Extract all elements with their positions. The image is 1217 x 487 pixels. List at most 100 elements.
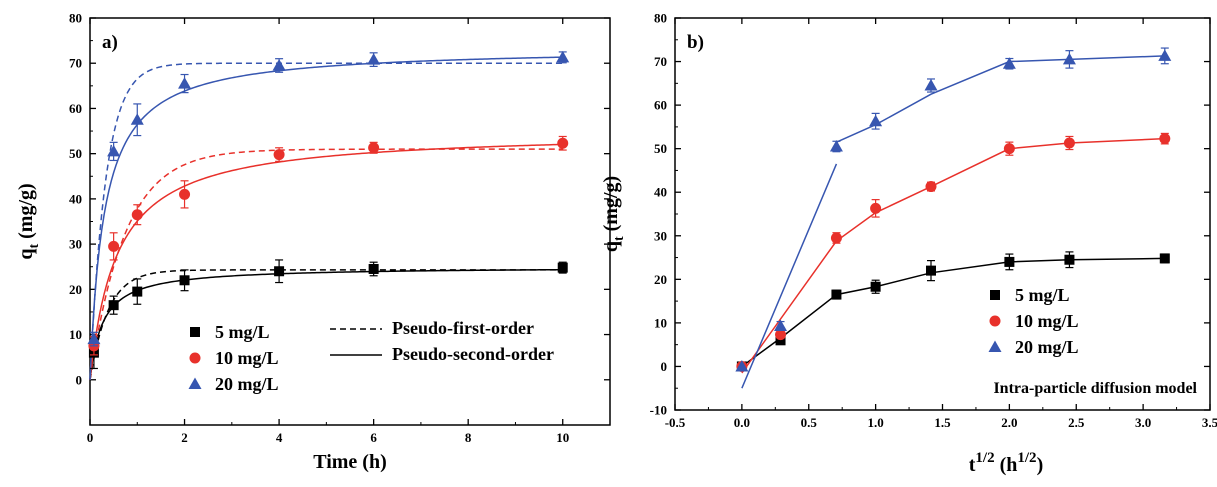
data-point [130,113,144,125]
x-axis-title: t1/2 (h1/2) [969,450,1043,476]
y-tick-label: 60 [69,101,82,116]
x-axis-title: Time (h) [313,451,387,473]
x-tick-label: 1.5 [934,415,951,430]
legend-pfo-label: Pseudo-first-order [392,318,534,338]
y-axis-title-main: q [600,241,622,252]
series-2 [735,47,1172,372]
data-point [869,114,883,127]
y-tick-label: 30 [69,237,82,252]
data-point [1158,49,1172,61]
model-annotation: Intra-particle diffusion model [993,380,1197,397]
data-point [1159,133,1171,145]
data-point [108,300,119,311]
data-point [556,50,570,63]
data-point [368,142,380,154]
chart-panel-a: 0 2 4 6 8 10 0 10 20 30 40 50 60 70 80 a) 5 mg/L 10 mg/L 2… [15,11,611,473]
x-tick-label: -0.5 [665,415,686,430]
data-point [1064,254,1075,265]
data-point [1004,256,1015,267]
data-point [87,332,101,345]
y-tick-label: 10 [69,327,82,342]
fit-line-3 [836,55,1165,143]
y-tick-label: 70 [654,54,667,69]
x-tick-label: 3.0 [1135,415,1151,430]
y-tick-label: 20 [69,282,82,297]
y-axis-title-sub: t [27,244,42,249]
x-tick-label: 2 [181,430,188,445]
y-tick-label: 50 [69,146,82,161]
data-point [925,181,937,193]
data-point [830,232,842,244]
data-point [831,289,842,300]
x-axis-title-part: 1/2 [1017,450,1036,466]
data-point [1063,137,1075,149]
x-tick-label: 0.0 [734,415,750,430]
legend-marker [188,377,202,389]
legend-marker [990,290,1000,300]
pfo-curve-2 [89,62,563,380]
legend-marker [989,315,1001,327]
legend-marker [189,352,201,364]
y-tick-label: 10 [654,315,667,330]
y-axis-title: qt (mg/g) [600,176,627,252]
pfo-curve-1 [89,148,563,380]
x-tick-label: 0.5 [801,415,818,430]
data-point [735,359,749,372]
data-point [870,202,882,214]
data-point [367,53,381,65]
data-point [178,77,192,89]
data-point [925,265,936,276]
data-point [557,137,569,149]
x-tick-label: 0 [87,430,94,445]
data-point [273,149,285,161]
panel-label: b) [687,32,704,53]
x-tick-label: 4 [276,430,283,445]
series-1 [88,135,569,356]
data-point [1159,253,1170,264]
y-tick-label: 40 [654,185,667,200]
legend-label: 20 mg/L [1015,337,1079,357]
data-point [1002,57,1016,69]
y-tick-label: 20 [654,272,667,287]
y-axis-title-sub: t [612,236,627,241]
x-axis-title-part: ) [1037,454,1044,476]
data-point [132,286,143,297]
data-point [775,335,786,346]
data-point [274,266,285,277]
legend-label: 10 mg/L [1015,311,1079,331]
data-point [775,329,787,341]
legend-marker [988,340,1002,352]
x-axis-title-part: 1/2 [975,450,994,466]
data-point [108,240,120,252]
data-point [107,144,121,157]
y-tick-label: -10 [650,403,667,418]
x-tick-label: 10 [556,430,569,445]
panel-label: a) [102,32,118,53]
y-tick-label: 80 [69,11,82,26]
x-tick-label: 6 [370,430,377,445]
y-axis-title-main: q [15,249,37,260]
pso-curve-2 [89,56,563,380]
x-axis-title-part: (h [995,454,1018,476]
y-tick-label: 0 [661,359,668,374]
series-1 [736,132,1171,372]
x-axis-title-part: t [969,454,976,476]
fit-line-1 [741,137,1165,374]
y-tick-label: 30 [654,228,667,243]
x-tick-label: 3.5 [1202,415,1217,430]
series-2 [87,50,570,347]
data-point [131,209,143,221]
legend-label: 5 mg/L [1015,285,1070,305]
data-point [924,79,938,91]
legend-pso-label: Pseudo-second-order [392,344,554,364]
legend-label: 10 mg/L [215,348,279,368]
data-point [774,319,788,331]
fit-line-2 [741,163,838,389]
y-tick-label: 0 [76,372,83,387]
data-point [870,281,881,292]
data-point [272,58,286,71]
plot-frame [674,17,1211,411]
y-tick-label: 60 [654,98,667,113]
